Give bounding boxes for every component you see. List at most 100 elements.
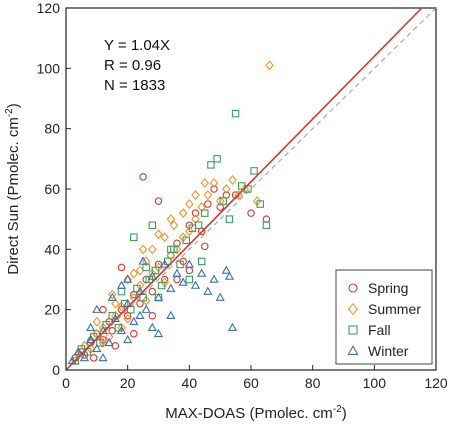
- point-winter: [160, 259, 170, 268]
- point-winter: [215, 292, 225, 301]
- point-summer: [166, 214, 176, 225]
- data-points-layer: [67, 60, 274, 365]
- legend: Spring Summer Fall Winter: [335, 269, 433, 365]
- point-fall: [167, 245, 175, 254]
- point-summer: [98, 337, 108, 348]
- point-fall: [197, 257, 206, 266]
- regression-fit-line: [65, 7, 423, 371]
- point-winter: [141, 304, 151, 313]
- point-winter: [178, 277, 188, 286]
- point-summer: [138, 244, 148, 255]
- point-summer: [234, 190, 243, 201]
- point-summer: [240, 183, 250, 195]
- point-spring: [148, 287, 157, 296]
- legend-marker-winter: [347, 345, 359, 355]
- point-summer: [185, 226, 194, 237]
- x-axis-label: MAX-DOAS (Pmolec. cm-2): [165, 404, 346, 422]
- point-winter: [79, 352, 90, 362]
- point-spring: [99, 305, 107, 314]
- point-summer: [228, 174, 237, 185]
- point-winter: [86, 334, 96, 344]
- x-tick-label: 40: [182, 375, 198, 391]
- point-summer: [108, 289, 117, 300]
- x-axis-ticks: 0 20 40 60 80 100 120: [62, 365, 448, 391]
- point-winter: [227, 322, 238, 332]
- point-fall: [151, 266, 160, 275]
- point-winter: [116, 280, 127, 289]
- point-summer: [185, 199, 194, 210]
- point-winter: [224, 271, 235, 280]
- point-spring: [191, 209, 200, 217]
- point-spring: [204, 200, 212, 208]
- series-summer: [74, 60, 274, 360]
- series-fall: [71, 109, 271, 365]
- point-summer: [129, 268, 139, 279]
- point-summer: [222, 183, 231, 195]
- y-axis-label: Direct Sun (Pmolec. cm-2): [4, 103, 22, 274]
- point-fall: [130, 233, 138, 242]
- point-winter: [221, 265, 231, 274]
- point-spring: [90, 354, 98, 362]
- point-fall: [102, 320, 110, 329]
- y-axis-ticks: 0 20 40 60 80 100 120: [37, 0, 71, 378]
- legend-label-winter: Winter: [368, 343, 409, 359]
- point-winter: [135, 310, 145, 319]
- x-tick-label: 100: [363, 375, 387, 391]
- point-fall: [201, 209, 209, 217]
- point-summer: [209, 177, 219, 188]
- point-spring: [185, 266, 194, 275]
- point-summer: [111, 298, 120, 309]
- y-tick-label: 20: [44, 302, 60, 318]
- point-summer: [135, 265, 145, 276]
- point-spring: [136, 299, 144, 308]
- point-fall: [250, 167, 258, 175]
- point-fall: [96, 339, 104, 347]
- point-winter: [98, 352, 108, 362]
- stat-count: N = 1833: [104, 77, 165, 94]
- legend-label-spring: Spring: [368, 280, 408, 296]
- point-summer: [141, 256, 151, 267]
- point-summer: [172, 244, 182, 255]
- x-tick-label: 20: [120, 375, 136, 391]
- point-summer: [92, 316, 102, 327]
- y-tick-label: 80: [44, 121, 60, 137]
- point-summer: [265, 60, 274, 71]
- point-winter: [92, 304, 102, 313]
- point-winter: [116, 325, 127, 335]
- point-summer: [148, 244, 157, 255]
- point-summer: [117, 301, 126, 312]
- point-winter: [86, 322, 96, 332]
- point-fall: [213, 155, 221, 163]
- point-summer: [123, 274, 132, 285]
- y-tick-label: 0: [52, 362, 60, 378]
- point-summer: [160, 232, 169, 243]
- point-fall: [176, 260, 184, 269]
- point-winter: [190, 280, 201, 289]
- y-tick-label: 120: [37, 0, 61, 16]
- point-winter: [184, 259, 194, 268]
- point-spring: [247, 209, 255, 217]
- y-tick-label: 60: [44, 181, 60, 197]
- y-tick-label: 100: [37, 60, 61, 76]
- point-winter: [107, 292, 117, 301]
- x-tick-label: 120: [424, 375, 448, 391]
- point-winter: [209, 274, 219, 283]
- point-spring: [139, 173, 147, 181]
- point-fall: [256, 200, 264, 208]
- point-winter: [123, 274, 133, 283]
- point-summer: [169, 220, 179, 231]
- point-winter: [147, 271, 157, 280]
- stat-correlation: R = 0.96: [104, 57, 161, 74]
- point-winter: [172, 268, 182, 277]
- point-winter: [123, 334, 133, 344]
- point-fall: [194, 221, 203, 229]
- point-spring: [130, 330, 138, 338]
- point-fall: [219, 197, 228, 205]
- x-tick-label: 80: [305, 375, 321, 391]
- point-summer: [104, 331, 114, 342]
- point-summer: [178, 208, 188, 219]
- legend-marker-fall: [348, 325, 358, 335]
- legend-marker-summer: [347, 302, 359, 316]
- stat-equation: Y = 1.04X: [104, 37, 170, 54]
